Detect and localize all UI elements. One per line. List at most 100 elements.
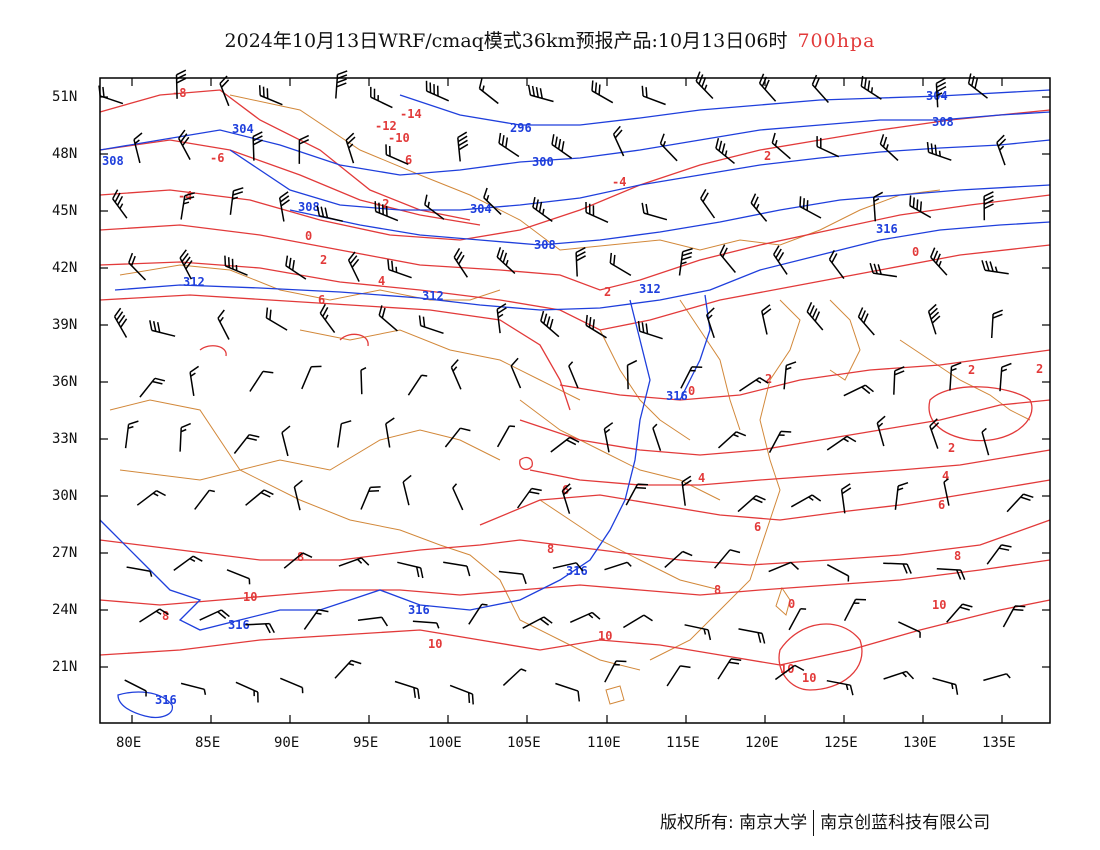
wind-barb [124, 679, 147, 697]
wind-barb [983, 191, 994, 221]
height-contour-label: 316 [566, 564, 588, 578]
wind-barb [224, 255, 248, 276]
wind-barb [840, 483, 852, 514]
china-north-border [119, 264, 501, 301]
wind-barb [664, 550, 693, 568]
wind-barb [935, 77, 947, 108]
copyright-text: 版权所有: 南京大学 [660, 813, 808, 833]
y-tick-label: 24N [52, 602, 77, 618]
wind-barb [929, 418, 940, 449]
temperature-contour-label: 10 [802, 671, 816, 685]
wind-barb [828, 249, 845, 280]
wind-barb [811, 74, 829, 103]
x-tick-label: 100E [428, 735, 462, 751]
wind-barb [843, 384, 874, 397]
wind-barb [551, 134, 573, 159]
temperature-contour-label: 2 [765, 372, 772, 386]
height-contour-label: 300 [532, 155, 554, 169]
wind-barb [136, 490, 166, 506]
wind-barb [771, 132, 791, 160]
wind-barb [149, 320, 176, 337]
wind-barb [1006, 493, 1034, 513]
wind-barb [496, 247, 516, 274]
wind-barb [126, 566, 153, 577]
temperature-contour-label: 4 [378, 274, 385, 288]
wind-barb [229, 187, 244, 215]
height-contour-label: 316 [408, 603, 430, 617]
temperature-contour-label: 6 [938, 498, 945, 512]
temperature-contours [99, 89, 1051, 691]
wind-barb [316, 205, 343, 222]
wind-barb-layer [98, 69, 1034, 705]
wind-barb [498, 132, 520, 158]
wind-barb [478, 78, 499, 105]
wind-barb [425, 80, 450, 102]
wind-barb [522, 616, 553, 629]
wind-barb [550, 436, 580, 453]
temperature-contour-label: -6 [210, 151, 224, 165]
map-frame [99, 77, 1051, 724]
wind-barb [385, 144, 409, 165]
height-contour-label: 308 [534, 238, 556, 252]
x-tick-label: 95E [353, 735, 378, 751]
y-tick-label: 27N [52, 545, 77, 561]
wind-barb [385, 417, 395, 448]
temperature-contour-label: 2 [1036, 362, 1043, 376]
wind-barb [652, 423, 662, 452]
wind-barb [281, 425, 291, 457]
wind-barb [217, 309, 230, 340]
wind-barb [402, 474, 412, 506]
height-contours [99, 89, 1051, 719]
wind-barb [450, 359, 462, 390]
temperature-contour-label: 0 [688, 384, 695, 398]
x-tick-label: 115E [666, 735, 700, 751]
x-ticks [131, 78, 1003, 723]
wind-barb [173, 555, 203, 572]
wind-barb [483, 187, 502, 215]
province-lines-1 [299, 329, 581, 401]
wind-barb [249, 370, 274, 392]
wind-barb [869, 262, 898, 278]
wind-barb [233, 433, 260, 454]
wind-barb [893, 366, 905, 395]
footer-divider [813, 810, 815, 836]
wind-barb [585, 314, 607, 339]
wind-barb [443, 561, 471, 577]
wind-barb [705, 307, 715, 339]
wind-barb [278, 191, 290, 222]
wind-barb [199, 609, 230, 621]
temperature-contour-label: 8 [162, 609, 169, 623]
wind-barb [453, 248, 469, 278]
wind-barb [179, 422, 191, 452]
tibet-south-border [109, 399, 641, 671]
wind-barb [265, 307, 288, 331]
boundary-layer [109, 94, 1031, 705]
wind-barb [555, 682, 581, 702]
temperature-contour-label: -10 [388, 131, 410, 145]
wind-barb [303, 609, 329, 630]
wind-barb [502, 668, 527, 686]
y-axis: 51N 48N 45N 42N 39N 36N 33N 30N 27N 24N … [52, 89, 1050, 675]
wind-barb [826, 435, 857, 451]
height-contour-label: 304 [232, 122, 254, 136]
x-tick-label: 90E [274, 735, 299, 751]
wind-barb [926, 142, 952, 161]
wind-barb [806, 301, 824, 331]
wind-barb [252, 131, 263, 161]
wind-barb [684, 624, 712, 641]
wind-barb [826, 564, 850, 582]
mongolia-border [229, 94, 941, 251]
wind-barb [623, 614, 653, 629]
wind-barb [659, 133, 678, 162]
wind-barb [681, 475, 692, 506]
wind-barb [334, 659, 362, 679]
wind-barb [986, 544, 1012, 565]
wind-barb [876, 415, 886, 447]
taiwan-outline [775, 586, 791, 616]
y-tick-label: 42N [52, 260, 77, 276]
korea-outline [829, 299, 861, 381]
x-tick-label: 85E [195, 735, 220, 751]
province-lines-2 [119, 429, 501, 481]
wind-barb [603, 422, 614, 453]
